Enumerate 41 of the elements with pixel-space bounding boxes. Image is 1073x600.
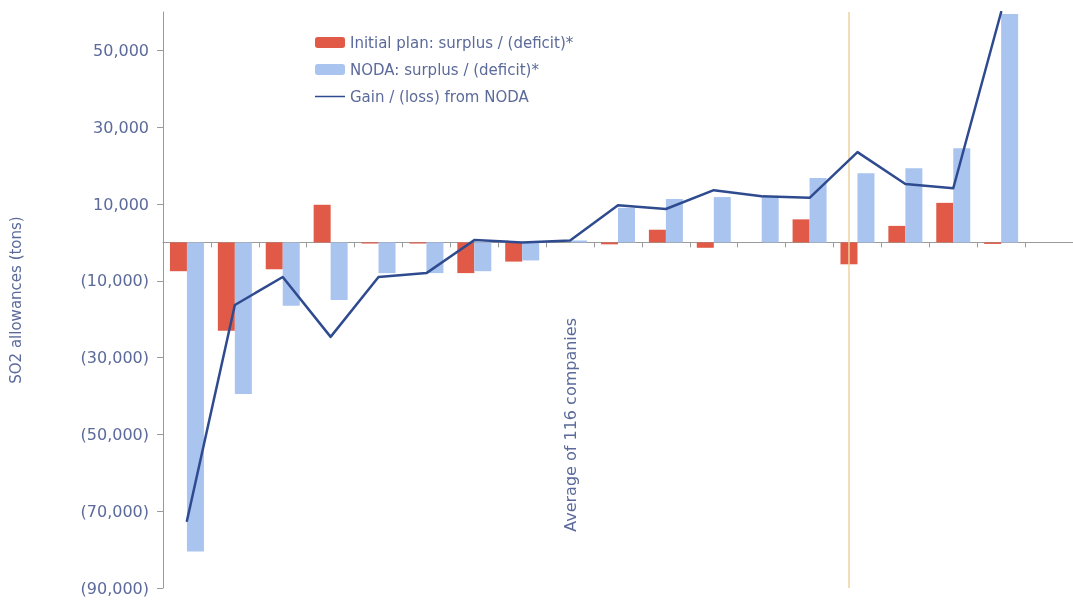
bar [457, 242, 475, 274]
bar [648, 229, 666, 243]
bar [234, 242, 252, 395]
bar [761, 197, 779, 243]
bar [888, 225, 906, 243]
y-tick-label: 30,000 [93, 117, 149, 137]
bar [522, 242, 540, 261]
bar [665, 199, 683, 243]
bar [282, 242, 300, 306]
bar [330, 242, 348, 300]
bar [217, 242, 235, 331]
bar [792, 219, 810, 243]
bar [696, 242, 714, 248]
y-tick-label: (70,000) [80, 501, 149, 521]
legend-label: Gain / (loss) from NODA [350, 87, 530, 106]
y-tick-label: (90,000) [80, 578, 149, 598]
bar [265, 242, 283, 270]
bar [169, 242, 187, 272]
y-tick-label: 50,000 [93, 40, 149, 60]
bar [426, 242, 444, 274]
bar [474, 242, 492, 272]
bar [905, 168, 923, 243]
bar [618, 207, 635, 243]
y-tick-label: 10,000 [93, 194, 149, 214]
bar [505, 242, 523, 262]
bar [857, 173, 875, 243]
bar [713, 197, 731, 243]
y-tick-label: (10,000) [80, 271, 149, 291]
bar [378, 242, 396, 274]
y-axis-title: SO2 allowances (tons) [6, 216, 25, 384]
bar [953, 148, 971, 243]
y-tick-label: (30,000) [80, 348, 149, 368]
annotation: Average of 116 companies [560, 317, 580, 532]
legend-label: Initial plan: surplus / (deficit)* [350, 33, 574, 52]
bar [809, 177, 827, 243]
y-tick-label: (50,000) [80, 424, 149, 444]
bar [1001, 13, 1019, 243]
bar [313, 204, 331, 243]
legend-label: NODA: surplus / (deficit)* [350, 60, 540, 79]
bar [936, 202, 954, 243]
bar [186, 242, 204, 552]
